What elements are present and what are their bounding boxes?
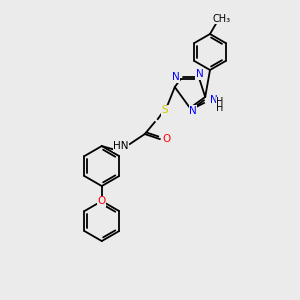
Text: N: N: [189, 106, 197, 116]
Text: N: N: [210, 95, 218, 105]
Text: N: N: [196, 69, 203, 79]
Text: S: S: [161, 105, 168, 115]
Text: CH₃: CH₃: [213, 14, 231, 24]
Text: N: N: [172, 72, 179, 82]
Text: HN: HN: [113, 141, 128, 151]
Text: O: O: [163, 134, 171, 144]
Text: H: H: [216, 103, 224, 113]
Text: H: H: [216, 97, 224, 107]
Text: O: O: [98, 196, 106, 206]
